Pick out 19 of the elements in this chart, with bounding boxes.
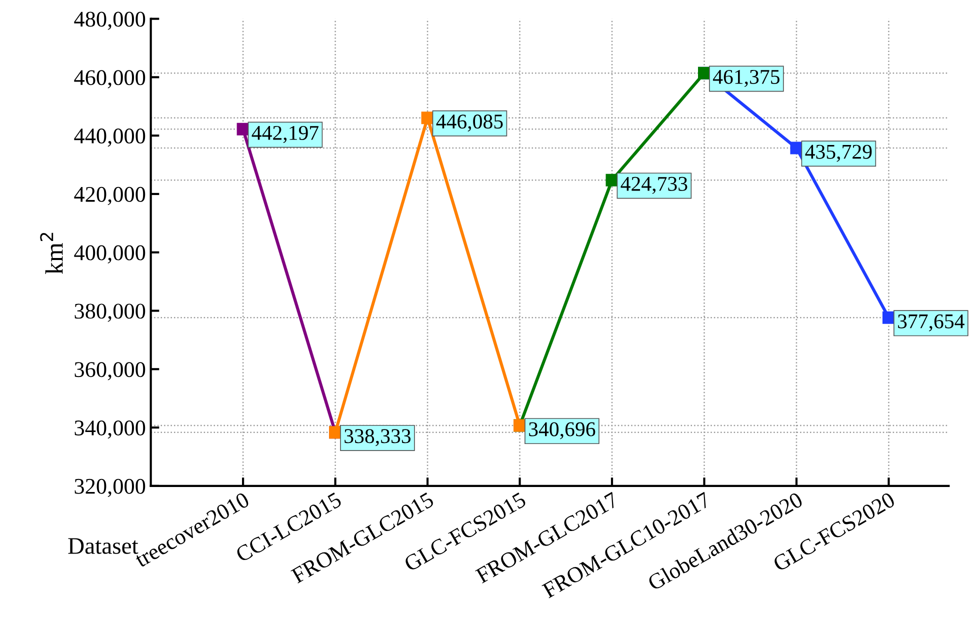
y-tick-label: 340,000 [74, 420, 146, 439]
data-label: 442,197 [252, 126, 318, 143]
data-label: 377,654 [898, 314, 964, 332]
data-label: 461,375 [712, 70, 780, 87]
data-label: 446,085 [436, 114, 503, 132]
y-tick-label: 440,000 [74, 128, 146, 147]
point [790, 142, 803, 154]
data-label: 340,696 [529, 422, 596, 440]
y-tick-label: 460,000 [74, 70, 146, 88]
data-label: 435,729 [805, 144, 872, 162]
y-tick-label: 360,000 [74, 362, 146, 380]
x-axis-title: Dataset [68, 538, 138, 554]
y-tick-label: 480,000 [74, 12, 146, 30]
y-axis-title: km$^{2}$ [40, 232, 63, 274]
y-tick-label: 420,000 [74, 186, 146, 206]
y-tick-label: 400,000 [74, 245, 146, 264]
data-label: 338,333 [344, 429, 411, 446]
data-label: 424,733 [620, 176, 688, 194]
y-tick-label: 380,000 [74, 304, 146, 322]
